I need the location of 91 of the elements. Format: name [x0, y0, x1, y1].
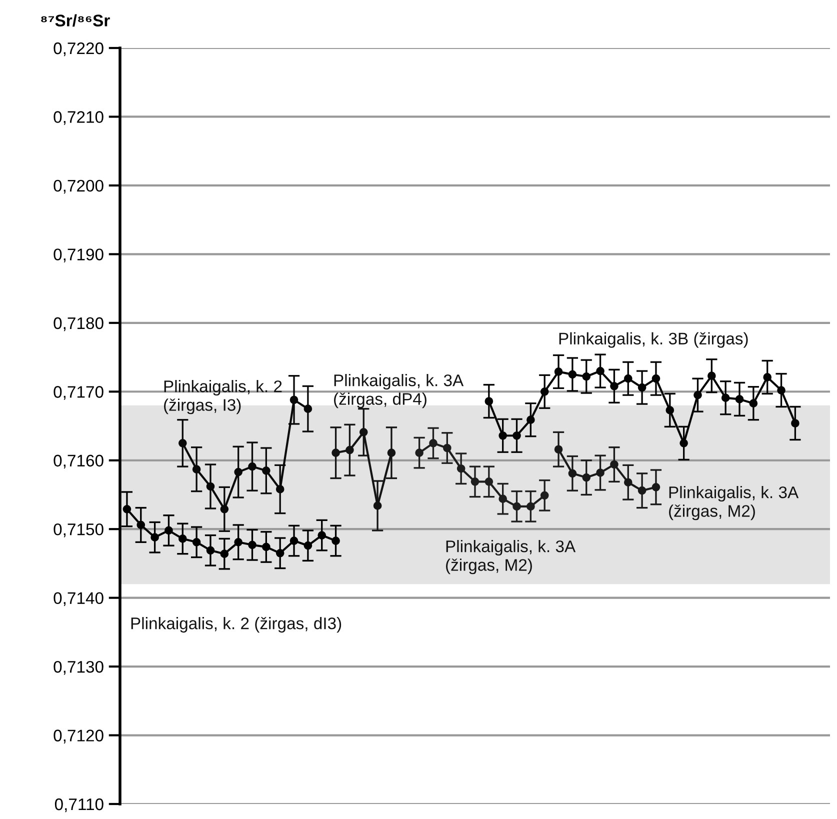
point — [290, 536, 298, 545]
point — [708, 372, 716, 380]
point — [346, 446, 354, 454]
point — [304, 541, 312, 550]
y-tick-label: 0,7220 — [54, 42, 104, 56]
point — [721, 394, 730, 402]
y-tick-label: 0,7150 — [54, 523, 104, 538]
point — [735, 395, 744, 404]
annotation: Plinkaigalis, k. 3A (žirgas, M2) — [669, 486, 799, 520]
point — [248, 462, 256, 471]
point — [680, 439, 688, 448]
point — [540, 491, 549, 500]
point — [304, 404, 312, 413]
point — [484, 478, 494, 486]
point — [248, 540, 256, 550]
point — [749, 399, 758, 408]
y-tick-label: 0,7170 — [54, 386, 104, 400]
point — [554, 445, 563, 454]
point — [415, 448, 424, 457]
point — [332, 448, 340, 457]
point — [387, 448, 396, 457]
y-tick-label: 0,7110 — [54, 798, 104, 812]
point — [262, 542, 270, 552]
y-tick-label: 0,7210 — [54, 111, 104, 125]
point — [484, 397, 494, 406]
point — [582, 372, 591, 381]
point — [470, 478, 480, 486]
annotation: Plinkaigalis, k. 2 (žirgas, I3) — [164, 380, 282, 414]
point — [512, 502, 521, 511]
annotation: Plinkaigalis, k. 3A (žirgas, dP4) — [334, 374, 464, 408]
point — [150, 533, 159, 542]
y-tick-label: 0,7120 — [54, 730, 104, 744]
point — [290, 396, 298, 404]
annotation: Plinkaigalis, k. 2 (žirgas, dI3) — [131, 617, 342, 633]
point — [234, 538, 242, 546]
point — [178, 439, 187, 448]
point — [624, 478, 632, 487]
annotation: Plinkaigalis, k. 3A (žirgas, M2) — [446, 540, 576, 574]
point — [791, 419, 800, 428]
point — [373, 502, 382, 510]
point — [554, 368, 563, 376]
point — [596, 366, 604, 376]
point — [582, 473, 591, 482]
y-tick-label: 0,7160 — [54, 454, 104, 469]
y-tick-label: 0,7180 — [54, 317, 104, 332]
y-tick-label: 0,7190 — [54, 248, 104, 262]
point — [610, 460, 618, 469]
point — [359, 428, 368, 436]
y-axis-title: ⁸⁷Sr/⁸⁶Sr — [41, 14, 110, 27]
point — [234, 468, 242, 476]
point — [512, 431, 521, 440]
point — [652, 483, 660, 492]
point — [763, 373, 772, 382]
point — [540, 387, 549, 396]
point — [276, 548, 284, 558]
point — [442, 444, 452, 452]
point — [624, 374, 632, 383]
point — [456, 464, 466, 473]
point — [122, 504, 132, 514]
point — [777, 386, 786, 394]
point — [638, 486, 646, 495]
point — [164, 526, 173, 535]
point — [596, 468, 604, 477]
point — [610, 382, 618, 390]
point — [136, 520, 146, 530]
point — [694, 390, 702, 400]
y-tick-label: 0,7140 — [54, 592, 104, 606]
point — [526, 416, 535, 424]
point — [192, 538, 201, 546]
point — [429, 439, 438, 448]
point — [262, 466, 270, 475]
point — [192, 465, 201, 474]
point — [178, 534, 187, 543]
point — [498, 494, 508, 504]
point — [332, 536, 340, 545]
point — [206, 546, 215, 555]
point — [276, 485, 284, 494]
point — [526, 502, 535, 511]
point — [666, 406, 674, 414]
y-tick-label: 0,7200 — [54, 180, 104, 194]
point — [220, 504, 229, 514]
annotation: Plinkaigalis, k. 3B (žirgas) — [559, 332, 748, 348]
point — [220, 550, 229, 558]
point — [318, 531, 326, 540]
point — [568, 370, 577, 379]
point — [638, 383, 646, 392]
point — [568, 469, 577, 478]
point — [652, 374, 660, 383]
y-tick-label: 0,7130 — [54, 660, 104, 675]
point — [206, 482, 215, 491]
point — [498, 431, 508, 440]
